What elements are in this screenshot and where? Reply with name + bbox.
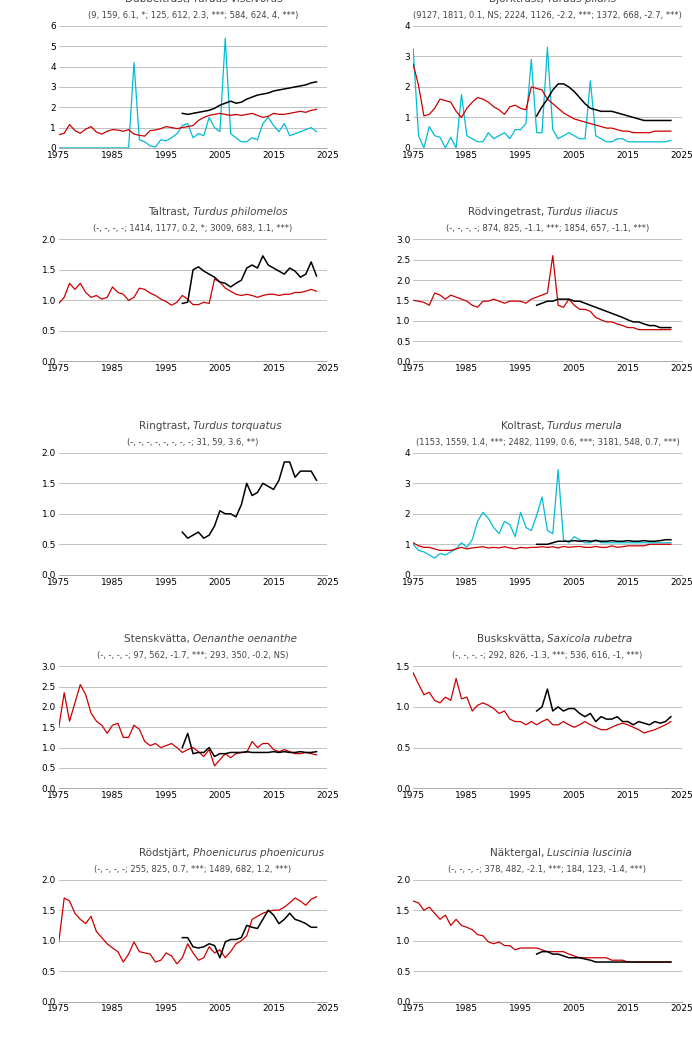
Text: (9, 159, 6.1, *; 125, 612, 2.3, ***; 584, 624, 4, ***): (9, 159, 6.1, *; 125, 612, 2.3, ***; 584… bbox=[88, 10, 298, 20]
Text: (-, -, -, -; 292, 826, -1.3, ***; 536, 616, -1, ***): (-, -, -, -; 292, 826, -1.3, ***; 536, 6… bbox=[453, 651, 642, 660]
Text: (-, -, -, -; 1414, 1177, 0.2, *; 3009, 683, 1.1, ***): (-, -, -, -; 1414, 1177, 0.2, *; 3009, 6… bbox=[93, 224, 293, 234]
Text: Koltrast,: Koltrast, bbox=[500, 420, 547, 431]
Text: Turdus iliacus: Turdus iliacus bbox=[547, 208, 618, 217]
Text: Ringtrast,: Ringtrast, bbox=[138, 420, 193, 431]
Text: (-, -, -, -, -, -, -, -; 31, 59, 3.6, **): (-, -, -, -, -, -, -, -; 31, 59, 3.6, **… bbox=[127, 438, 259, 446]
Text: Oenanthe oenanthe: Oenanthe oenanthe bbox=[193, 634, 297, 645]
Text: Buskskvätta,: Buskskvätta, bbox=[477, 634, 547, 645]
Text: Luscinia luscinia: Luscinia luscinia bbox=[547, 848, 632, 857]
Text: Rödstjärt,: Rödstjärt, bbox=[139, 848, 193, 857]
Text: (1153, 1559, 1.4, ***; 2482, 1199, 0.6, ***; 3181, 548, 0.7, ***): (1153, 1559, 1.4, ***; 2482, 1199, 0.6, … bbox=[415, 438, 680, 446]
Text: (-, -, -, -; 97, 562, -1.7, ***; 293, 350, -0.2, NS): (-, -, -, -; 97, 562, -1.7, ***; 293, 35… bbox=[98, 651, 289, 660]
Text: (-, -, -, -; 378, 482, -2.1, ***; 184, 123, -1.4, ***): (-, -, -, -; 378, 482, -2.1, ***; 184, 1… bbox=[448, 865, 646, 874]
Text: Turdus merula: Turdus merula bbox=[547, 420, 622, 431]
Text: (-, -, -, -; 874, 825, -1.1, ***; 1854, 657, -1.1, ***): (-, -, -, -; 874, 825, -1.1, ***; 1854, … bbox=[446, 224, 649, 234]
Text: Taltrast,: Taltrast, bbox=[148, 208, 193, 217]
Text: Turdus torquatus: Turdus torquatus bbox=[193, 420, 282, 431]
Text: Stenskvätta,: Stenskvätta, bbox=[124, 634, 193, 645]
Text: (-, -, -, -; 255, 825, 0.7, ***; 1489, 682, 1.2, ***): (-, -, -, -; 255, 825, 0.7, ***; 1489, 6… bbox=[95, 865, 291, 874]
Text: (9127, 1811, 0.1, NS; 2224, 1126, -2.2, ***; 1372, 668, -2.7, ***): (9127, 1811, 0.1, NS; 2224, 1126, -2.2, … bbox=[413, 10, 682, 20]
Text: Näktergal,: Näktergal, bbox=[490, 848, 547, 857]
Text: Turdus philomelos: Turdus philomelos bbox=[193, 208, 288, 217]
Text: Dubbeltrast,: Dubbeltrast, bbox=[125, 0, 193, 4]
Text: Saxicola rubetra: Saxicola rubetra bbox=[547, 634, 632, 645]
Text: Björktrast,: Björktrast, bbox=[489, 0, 547, 4]
Text: Phoenicurus phoenicurus: Phoenicurus phoenicurus bbox=[193, 848, 324, 857]
Text: Rödvingetrast,: Rödvingetrast, bbox=[468, 208, 547, 217]
Text: Turdus pilaris: Turdus pilaris bbox=[547, 0, 617, 4]
Text: Turdus viscivorus: Turdus viscivorus bbox=[193, 0, 283, 4]
